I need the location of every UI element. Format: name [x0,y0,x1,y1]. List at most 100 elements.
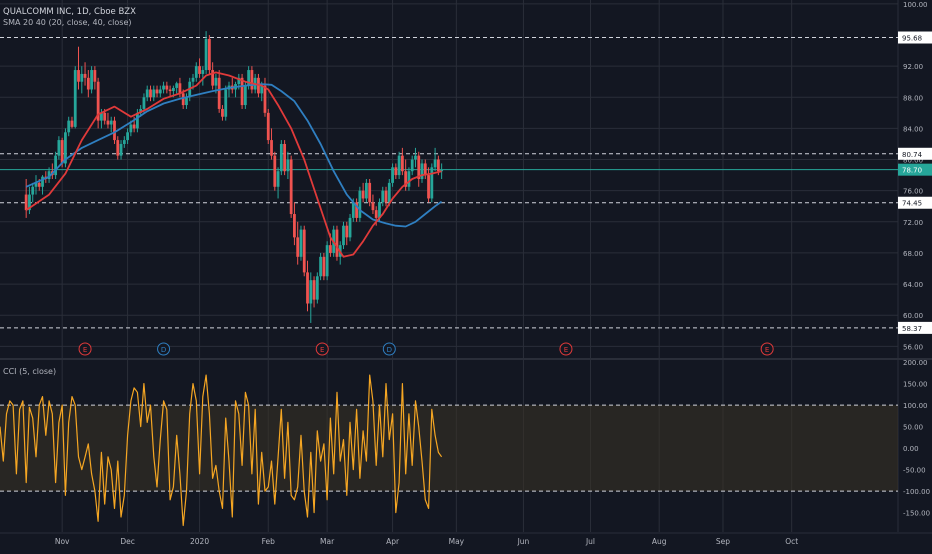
candle[interactable] [270,128,273,160]
candle[interactable] [394,163,398,179]
candle[interactable] [384,186,388,207]
candle[interactable] [273,151,277,191]
candle[interactable] [106,112,110,129]
candle[interactable] [266,108,270,144]
candle[interactable] [93,66,97,90]
candle[interactable] [296,221,300,265]
candle[interactable] [279,140,283,176]
candle[interactable] [355,198,358,222]
candle[interactable] [24,179,28,218]
candle[interactable] [64,128,67,168]
candle[interactable] [201,66,205,86]
candle[interactable] [309,272,313,323]
candle[interactable] [168,85,172,98]
candle[interactable] [387,179,391,207]
candle[interactable] [155,85,159,98]
candle[interactable] [96,77,100,129]
candle[interactable] [119,140,123,160]
candle[interactable] [410,155,414,176]
candle[interactable] [185,93,188,109]
candle[interactable] [348,214,352,242]
candle[interactable] [312,276,316,308]
dividend-marker[interactable]: D [382,342,396,356]
earnings-marker[interactable]: E [760,342,774,356]
candle[interactable] [250,66,254,94]
candle[interactable] [322,252,326,281]
candle[interactable] [397,151,401,179]
candle[interactable] [286,151,290,179]
candle[interactable] [335,225,339,261]
candle[interactable] [407,167,411,191]
candle[interactable] [224,85,228,121]
candle[interactable] [162,81,165,94]
candle[interactable] [342,221,345,250]
candle[interactable] [364,179,368,203]
candle[interactable] [391,163,394,187]
candle[interactable] [207,35,211,74]
candle[interactable] [289,155,293,218]
candle[interactable] [175,81,179,94]
candle[interactable] [90,66,93,94]
earnings-marker[interactable]: E [78,342,92,356]
earnings-marker[interactable]: E [315,342,329,356]
candle[interactable] [113,116,116,144]
candle[interactable] [319,252,322,281]
candle[interactable] [41,175,44,195]
cci-pane[interactable] [0,374,898,527]
candle[interactable] [47,167,51,183]
candle[interactable] [109,116,113,133]
candle[interactable] [57,136,61,160]
candle[interactable] [414,147,417,168]
candle[interactable] [217,70,221,113]
candle[interactable] [400,147,404,176]
candle[interactable] [165,81,169,94]
candle[interactable] [73,66,77,129]
candle[interactable] [325,241,329,281]
candle[interactable] [276,167,280,199]
candle[interactable] [315,272,319,304]
candle[interactable] [299,225,303,261]
candle[interactable] [31,182,35,203]
candle[interactable] [368,179,372,207]
candle[interactable] [361,182,365,203]
dividend-marker[interactable]: D [157,342,171,356]
candle[interactable] [194,62,198,82]
candle[interactable] [293,202,296,246]
candle[interactable] [417,151,421,187]
candle[interactable] [306,260,309,312]
candle[interactable] [440,163,444,179]
candle[interactable] [116,136,120,160]
candle[interactable] [152,85,156,102]
price-axis[interactable]: 56.00 60.00 64.00 68.00 72.00 76.00 80.00 84.00… [898,1,932,518]
candle[interactable] [358,186,362,222]
candle[interactable] [283,140,287,176]
candle[interactable] [86,70,90,98]
candle[interactable] [221,105,224,121]
candle[interactable] [404,159,408,191]
candle[interactable] [204,31,208,74]
candle[interactable] [345,221,349,246]
earnings-marker[interactable]: E [559,342,573,356]
candle[interactable] [302,225,306,277]
candle[interactable] [67,116,71,137]
candle[interactable] [34,175,38,195]
candle[interactable] [158,85,162,98]
candle[interactable] [83,62,87,86]
candle[interactable] [54,151,58,179]
candle[interactable] [80,66,84,94]
candle[interactable] [145,85,149,102]
candle[interactable] [149,85,152,102]
candle[interactable] [381,186,385,207]
candle[interactable] [423,159,427,179]
candle[interactable] [126,128,129,144]
time-axis[interactable]: Nov Dec 2020 Feb Mar Apr May Jun Jul Aug Sep Oct [55,537,798,546]
candle[interactable] [433,147,437,172]
candle[interactable] [430,163,434,203]
candle[interactable] [122,136,126,148]
candle[interactable] [198,58,201,78]
candle[interactable] [420,159,424,183]
candle[interactable] [28,186,31,215]
candle[interactable] [371,194,375,215]
